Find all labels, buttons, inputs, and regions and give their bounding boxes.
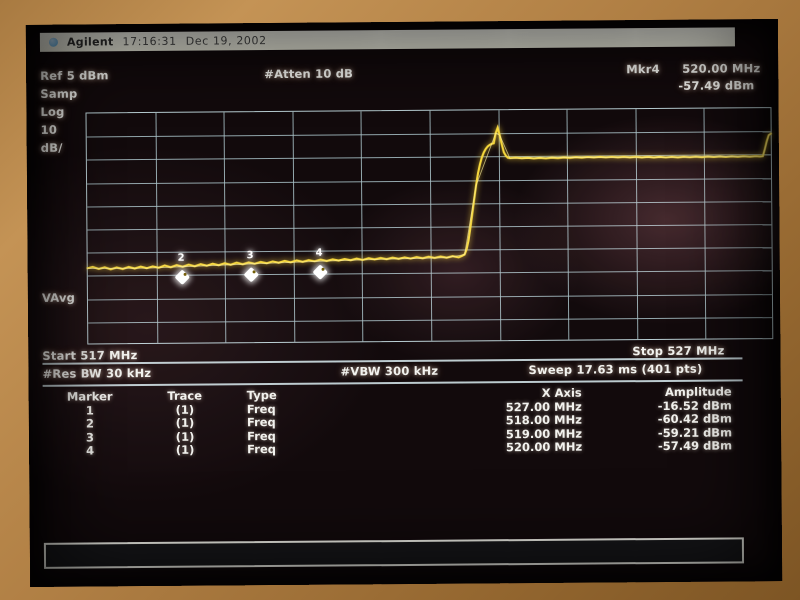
marker-readout-amplitude: -57.49 dBm <box>678 78 755 93</box>
start-frequency-label: Start 517 MHz <box>42 348 138 363</box>
marker-readout-frequency: 520.00 MHz <box>682 61 761 76</box>
spectrum-trace <box>86 124 773 271</box>
cell-trace: (1) <box>175 442 195 457</box>
trace-marker-4[interactable]: 4 <box>312 248 329 280</box>
trace-marker-3-label: 3 <box>246 250 254 262</box>
analyzer-screen: Agilent 17:16:31 Dec 19, 2002 Ref 5 dBm … <box>25 19 783 587</box>
cell-marker: 4 <box>86 443 95 458</box>
cell-type: Freq <box>246 415 276 430</box>
header-type: Type <box>246 388 277 403</box>
brand-label: Agilent <box>66 35 114 49</box>
marker-table: Marker Trace Type X Axis Amplitude 1 (1)… <box>51 384 742 458</box>
clock-date: Dec 19, 2002 <box>185 34 267 48</box>
resolution-bandwidth-label: #Res BW 30 kHz <box>42 365 152 381</box>
marker-diamond-icon <box>243 266 260 283</box>
scale-type-label: Log <box>40 104 65 119</box>
trace-marker-2[interactable]: 2 <box>174 253 191 286</box>
cell-trace: (1) <box>175 415 195 430</box>
scale-units-label: dB/ <box>40 140 63 155</box>
marker-diamond-icon <box>312 264 329 280</box>
trace-marker-2-label: 2 <box>177 252 185 264</box>
marker-readout-label: Mkr4 520.00 MHz <box>626 61 760 76</box>
detector-label: Samp <box>40 86 78 101</box>
trace-marker-4-label: 4 <box>315 247 323 259</box>
cell-marker: 2 <box>85 416 94 431</box>
header-marker: Marker <box>66 389 113 404</box>
sweep-label: Sweep 17.63 ms (401 pts) <box>528 361 703 378</box>
stop-frequency-label: Stop 527 MHz <box>632 343 725 359</box>
message-entry-bar[interactable] <box>43 537 745 569</box>
cell-type: Freq <box>247 442 277 457</box>
header-trace: Trace <box>167 388 203 403</box>
cell-type: Freq <box>246 401 276 416</box>
cell-type: Freq <box>246 428 276 443</box>
cell-x-axis: 520.00 MHz <box>505 439 583 455</box>
cell-amplitude: -57.49 dBm <box>657 438 733 454</box>
marker-diamond-icon <box>174 269 191 286</box>
clock-time: 17:16:31 <box>122 34 177 49</box>
video-average-label: VAvg <box>41 290 76 305</box>
trace-marker-3[interactable]: 3 <box>243 250 260 283</box>
ref-level-label: Ref 5 dBm <box>40 68 109 83</box>
agilent-logo-icon <box>48 37 58 47</box>
marker-readout-name: Mkr4 <box>626 61 660 77</box>
title-bar: Agilent 17:16:31 Dec 19, 2002 <box>39 27 735 52</box>
scale-div-label: 10 <box>40 122 58 137</box>
attenuation-label: #Atten 10 dB <box>264 66 354 82</box>
video-bandwidth-label: #VBW 300 kHz <box>340 363 439 379</box>
